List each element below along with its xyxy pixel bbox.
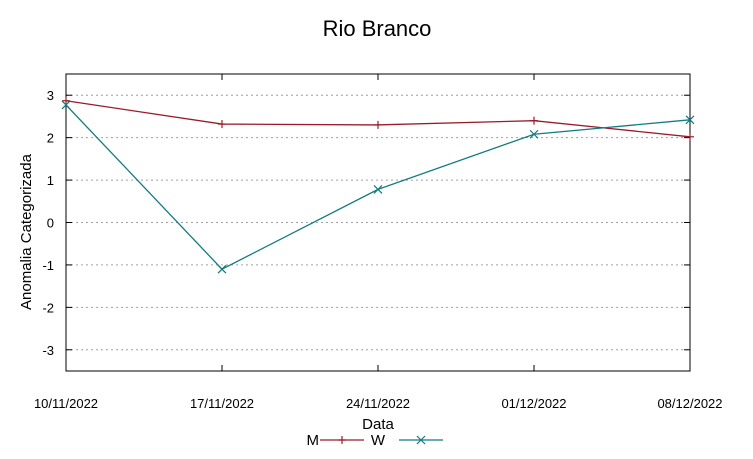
x-tick-label: 17/11/2022 [190,396,254,411]
data-point-w [685,115,695,125]
gridlines [66,94,690,351]
legend-marker-m [338,436,346,444]
marker-stroke [217,264,227,274]
y-tick-label: -1 [42,258,54,273]
legend-marker-w [416,435,426,445]
y-tick-label: 2 [47,131,54,146]
legend-label-m: M [307,432,320,449]
marker-stroke [373,184,383,194]
legend-label-w: W [371,432,386,449]
y-tick-label: -3 [42,343,54,358]
data-point-m [62,96,70,105]
x-tick-label: 01/12/2022 [501,396,566,411]
data-point-m [686,132,694,141]
data-point-m [218,120,226,129]
data-point-m [374,120,382,129]
chart-title: Rio Branco [323,16,432,41]
series-line-w [65,104,691,270]
x-tick-label: 08/12/2022 [657,396,722,411]
series-layer [61,96,695,274]
marker-stroke [61,100,71,110]
y-tick-label: 3 [47,88,54,103]
marker-stroke [685,115,695,125]
axis-ticks: -3 -2 -1 0 1 2 3 10/11/2022 17/11/2022 24/11/2022… [34,74,723,411]
x-tick-label: 10/11/2022 [34,396,98,411]
y-tick-label: -2 [42,300,54,315]
y-tick-label: 1 [47,173,54,188]
y-tick-label: 0 [47,216,54,231]
x-axis-label: Data [362,416,394,433]
marker-stroke [416,435,426,445]
x-tick-label: 24/11/2022 [346,396,410,411]
marker-stroke [529,129,539,139]
data-point-m [530,116,538,125]
data-point-w [217,264,227,274]
y-axis-label: Anomalia Categorizada [18,153,35,310]
data-point-w [529,129,539,139]
series-line-m [65,100,691,138]
data-point-w [373,184,383,194]
data-point-w [61,100,71,110]
